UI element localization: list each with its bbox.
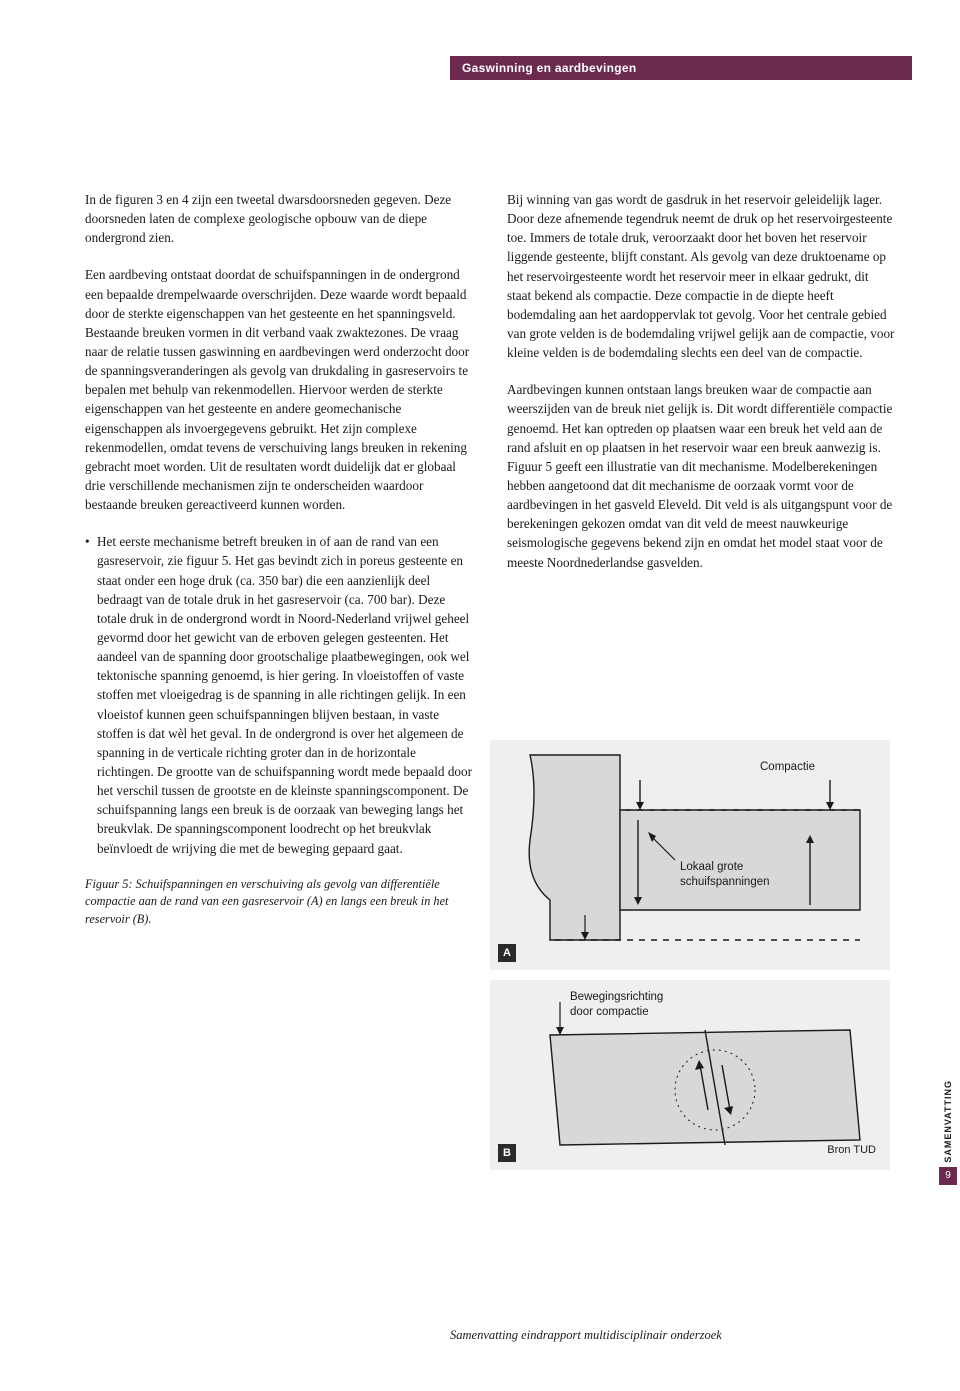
lokaal-label-1: Lokaal grote — [680, 861, 743, 873]
figure-5-caption: Figuur 5: Schuifspanningen en verschuivi… — [85, 876, 473, 929]
panel-a-label: A — [498, 944, 516, 962]
rock-left-shape — [529, 755, 620, 940]
panel-b-label-arrowhead — [556, 1027, 564, 1035]
page-footer: Samenvatting eindrapport multidisciplina… — [450, 1328, 722, 1343]
panel-b-block — [550, 1030, 860, 1145]
side-tab-label: SAMENVATTING — [943, 1080, 953, 1163]
panel-b-label: B — [498, 1144, 516, 1162]
section-header: Gaswinning en aardbevingen — [450, 56, 912, 80]
para-l1: In de figuren 3 en 4 zijn een tweetal dw… — [85, 190, 473, 247]
para-r2: Aardbevingen kunnen ontstaan langs breuk… — [507, 380, 895, 571]
figure-5-panel-b-svg: Bewegingsrichting door compactie — [490, 980, 890, 1170]
lokaal-label-2: schuifspanningen — [680, 876, 770, 888]
para-l2: Een aardbeving ontstaat doordat de schui… — [85, 265, 473, 514]
bullet-dot: • — [85, 532, 97, 857]
para-r1: Bij winning van gas wordt de gasdruk in … — [507, 190, 895, 362]
side-tab: SAMENVATTING 9 — [936, 1080, 960, 1185]
section-header-title: Gaswinning en aardbevingen — [462, 61, 637, 75]
reservoir-block — [620, 810, 860, 910]
figure-5-panel-a-svg: Compactie Lokaal grote schuifspanningen — [490, 740, 890, 970]
compactie-arrowhead-1 — [636, 802, 644, 810]
compactie-arrowhead-2 — [826, 802, 834, 810]
figure-5-panel-b: Bewegingsrichting door compactie B Bron … — [490, 980, 890, 1170]
para-l3-bullet: • Het eerste mechanisme betreft breuken … — [85, 532, 473, 857]
compactie-label: Compactie — [760, 761, 815, 773]
para-l3: Het eerste mechanisme betreft breuken in… — [97, 532, 473, 857]
side-tab-page: 9 — [939, 1167, 957, 1185]
left-column: In de figuren 3 en 4 zijn een tweetal dw… — [85, 190, 473, 947]
bewegings-label-2: door compactie — [570, 1006, 649, 1018]
bewegings-label-1: Bewegingsrichting — [570, 991, 663, 1003]
figure-5-panel-a: Compactie Lokaal grote schuifspanningen … — [490, 740, 890, 970]
page: Gaswinning en aardbevingen In de figuren… — [0, 0, 960, 1391]
figure-source: Bron TUD — [827, 1144, 876, 1156]
figure-5: Compactie Lokaal grote schuifspanningen … — [490, 740, 890, 1200]
